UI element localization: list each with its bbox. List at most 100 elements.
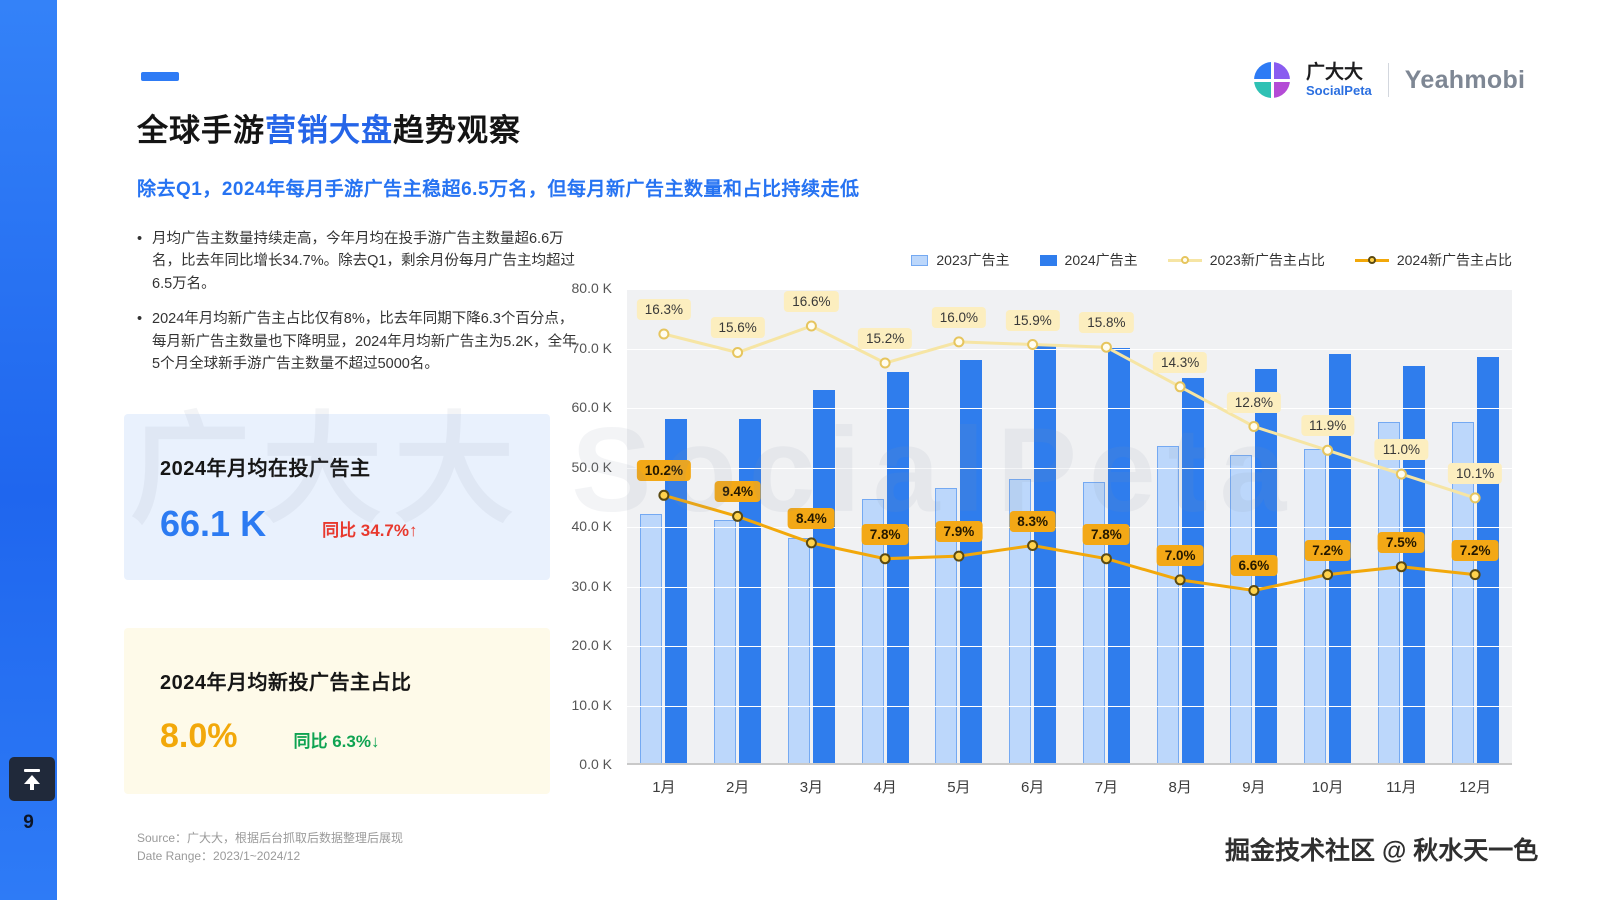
gridline (627, 408, 1512, 409)
title-pre: 全球手游 (137, 113, 265, 148)
y-axis-tick: 30.0 K (571, 577, 612, 594)
gridline (627, 467, 1512, 469)
y-axis-tick: 40.0 K (571, 518, 612, 534)
y-axis-tick: 60.0 K (571, 399, 612, 415)
y-axis: 80.0 K 70.0 K 60.0 K 50.0 K 40.0 K 30.0 K 20.0… (520, 280, 612, 772)
bar-group-8月 (1143, 289, 1217, 763)
date-range-line: Date Range：2023/1~2024/12 (137, 849, 301, 863)
bar-2023广告主-9月[interactable] (1230, 454, 1253, 763)
pct-label-2024新广告主占比: 8.4% (787, 507, 835, 529)
pct-label-2023新广告主占比: 10.1% (1447, 462, 1503, 484)
legend-line-swatch (1167, 256, 1202, 264)
bar-2023广告主-11月[interactable] (1377, 422, 1400, 763)
y-axis-tick: 0.0 K (579, 756, 612, 772)
pct-label-2023新广告主占比: 11.0% (1374, 439, 1429, 461)
bar-2024广告主-3月[interactable] (812, 389, 835, 763)
bar-2024广告主-5月[interactable] (960, 360, 983, 763)
x-axis-tick: 1月 (652, 779, 676, 796)
bar-2023广告主-2月[interactable] (714, 520, 737, 763)
pct-label-2024新广告主占比: 7.2% (1451, 539, 1499, 561)
x-axis-tick: 9月 (1242, 779, 1266, 796)
pct-label-2023新广告主占比: 15.2% (857, 328, 913, 350)
y-axis-tick: 80.0 K (571, 280, 612, 296)
legend-line-marker (1367, 256, 1376, 264)
chart-plot-area: 16.3% 15.6% 16.6% 15.2% 16.0% 15.9% 15.8% 14.3%… (627, 289, 1512, 765)
bar-group-7月 (1070, 289, 1144, 763)
y-axis-tick: 50.0 K (571, 458, 612, 475)
x-axis-tick: 8月 (1168, 779, 1192, 796)
arrow-stem (30, 782, 34, 790)
bar-2024广告主-1月[interactable] (665, 419, 688, 763)
pct-label-2023新广告主占比: 11.9% (1300, 415, 1355, 437)
card-title: 2024年月均在投广告主 (160, 458, 371, 480)
back-to-top-button[interactable] (9, 757, 55, 801)
bar-2023广告主-4月[interactable] (861, 499, 884, 763)
pct-label-2023新广告主占比: 12.8% (1226, 391, 1282, 413)
gridline (627, 348, 1512, 350)
pct-label-2024新广告主占比: 7.9% (935, 521, 983, 543)
page-number: 9 (23, 812, 34, 833)
bar-2024广告主-11月[interactable] (1402, 366, 1425, 763)
legend-item-2023广告主[interactable]: 2023广告主 (911, 250, 1010, 270)
x-axis-tick: 3月 (799, 779, 824, 796)
bar-2023广告主-7月[interactable] (1082, 481, 1105, 763)
card-value: 8.0% (160, 717, 238, 755)
pct-label-2023新广告主占比: 14.3% (1152, 351, 1208, 373)
x-axis-tick: 12月 (1459, 779, 1491, 796)
logo-group: 广大大 SocialPeta Yeahmobi (1254, 62, 1525, 99)
title-highlight: 营销大盘 (265, 113, 393, 148)
y-axis-tick: 20.0 K (571, 637, 612, 653)
gridline (627, 527, 1512, 528)
x-axis: 1月 2月 3月 4月 5月 6月 7月 8月 9月 10月 11月 12月 (627, 776, 1512, 797)
bar-group-4月 (848, 289, 922, 763)
gridline (627, 289, 1512, 290)
legend-bar-swatch (911, 254, 929, 266)
pct-label-2024新广告主占比: 7.0% (1156, 544, 1204, 566)
bar-2023广告主-1月[interactable] (640, 514, 663, 763)
bar-2024广告主-6月[interactable] (1034, 345, 1057, 763)
bar-2023广告主-12月[interactable] (1451, 422, 1474, 763)
gdd-brand-name: 广大大 (1306, 62, 1364, 83)
pct-label-2024新广告主占比: 8.3% (1009, 510, 1057, 532)
bar-group-2月 (701, 289, 775, 763)
pct-label-2023新广告主占比: 15.8% (1079, 312, 1134, 334)
bar-2023广告主-8月[interactable] (1156, 446, 1179, 763)
socialpeta-brand-name: SocialPeta (1306, 82, 1372, 98)
card-monthly-advertisers: 2024年月均在投广告主 66.1 K 同比 34.7%↑ (124, 414, 550, 580)
gridline (627, 646, 1512, 647)
bar-2023广告主-6月[interactable] (1009, 478, 1032, 763)
title-post: 趋势观察 (393, 113, 521, 148)
card-new-advertiser-ratio: 2024年月均新投广告主占比 8.0% 同比 6.3%↓ (124, 628, 550, 794)
bar-group-11月 (1365, 289, 1439, 763)
pct-label-2024新广告主占比: 9.4% (714, 481, 762, 503)
gridline (627, 586, 1512, 588)
bar-2024广告主-8月[interactable] (1181, 377, 1204, 763)
legend-item-2024新广告主占比[interactable]: 2024新广告主占比 (1354, 250, 1512, 270)
pct-label-2024新广告主占比: 7.8% (861, 523, 909, 545)
card-yoy-change: 同比 34.7%↑ (322, 521, 418, 540)
pct-label-2023新广告主占比: 16.3% (636, 298, 692, 320)
bar-series-container (627, 289, 1512, 763)
source-line: Source：广大大，根据后台抓取后数据整理后展现 (137, 831, 404, 845)
pct-label-2024新广告主占比: 7.2% (1304, 539, 1352, 561)
bar-2024广告主-4月[interactable] (886, 371, 909, 763)
x-axis-tick: 2月 (725, 779, 750, 796)
legend-label: 2023新广告主占比 (1209, 252, 1325, 268)
pct-label-2023新广告主占比: 16.0% (931, 306, 987, 328)
legend-item-2024广告主[interactable]: 2024广告主 (1039, 250, 1138, 270)
pct-label-2024新广告主占比: 6.6% (1230, 555, 1278, 577)
x-axis-tick: 6月 (1020, 779, 1045, 796)
socialpeta-logo-text: 广大大 SocialPeta (1306, 62, 1372, 99)
pct-label-2023新广告主占比: 15.6% (710, 317, 765, 339)
legend-item-2023新广告主占比[interactable]: 2023新广告主占比 (1167, 250, 1325, 270)
legend-label: 2023广告主 (936, 252, 1010, 268)
page-title: 全球手游营销大盘趋势观察 (137, 105, 521, 150)
logo-divider (1387, 63, 1389, 98)
chart-legend: 2023广告主 2024广告主 2023新广告主占比 2024新广告主占比 (627, 250, 1512, 270)
pct-label-2024新广告主占比: 7.8% (1082, 523, 1130, 545)
bar-2024广告主-2月[interactable] (739, 419, 762, 763)
bar-2024广告主-7月[interactable] (1107, 348, 1130, 763)
socialpeta-logo-icon (1254, 62, 1290, 99)
legend-bar-swatch (1039, 254, 1057, 266)
